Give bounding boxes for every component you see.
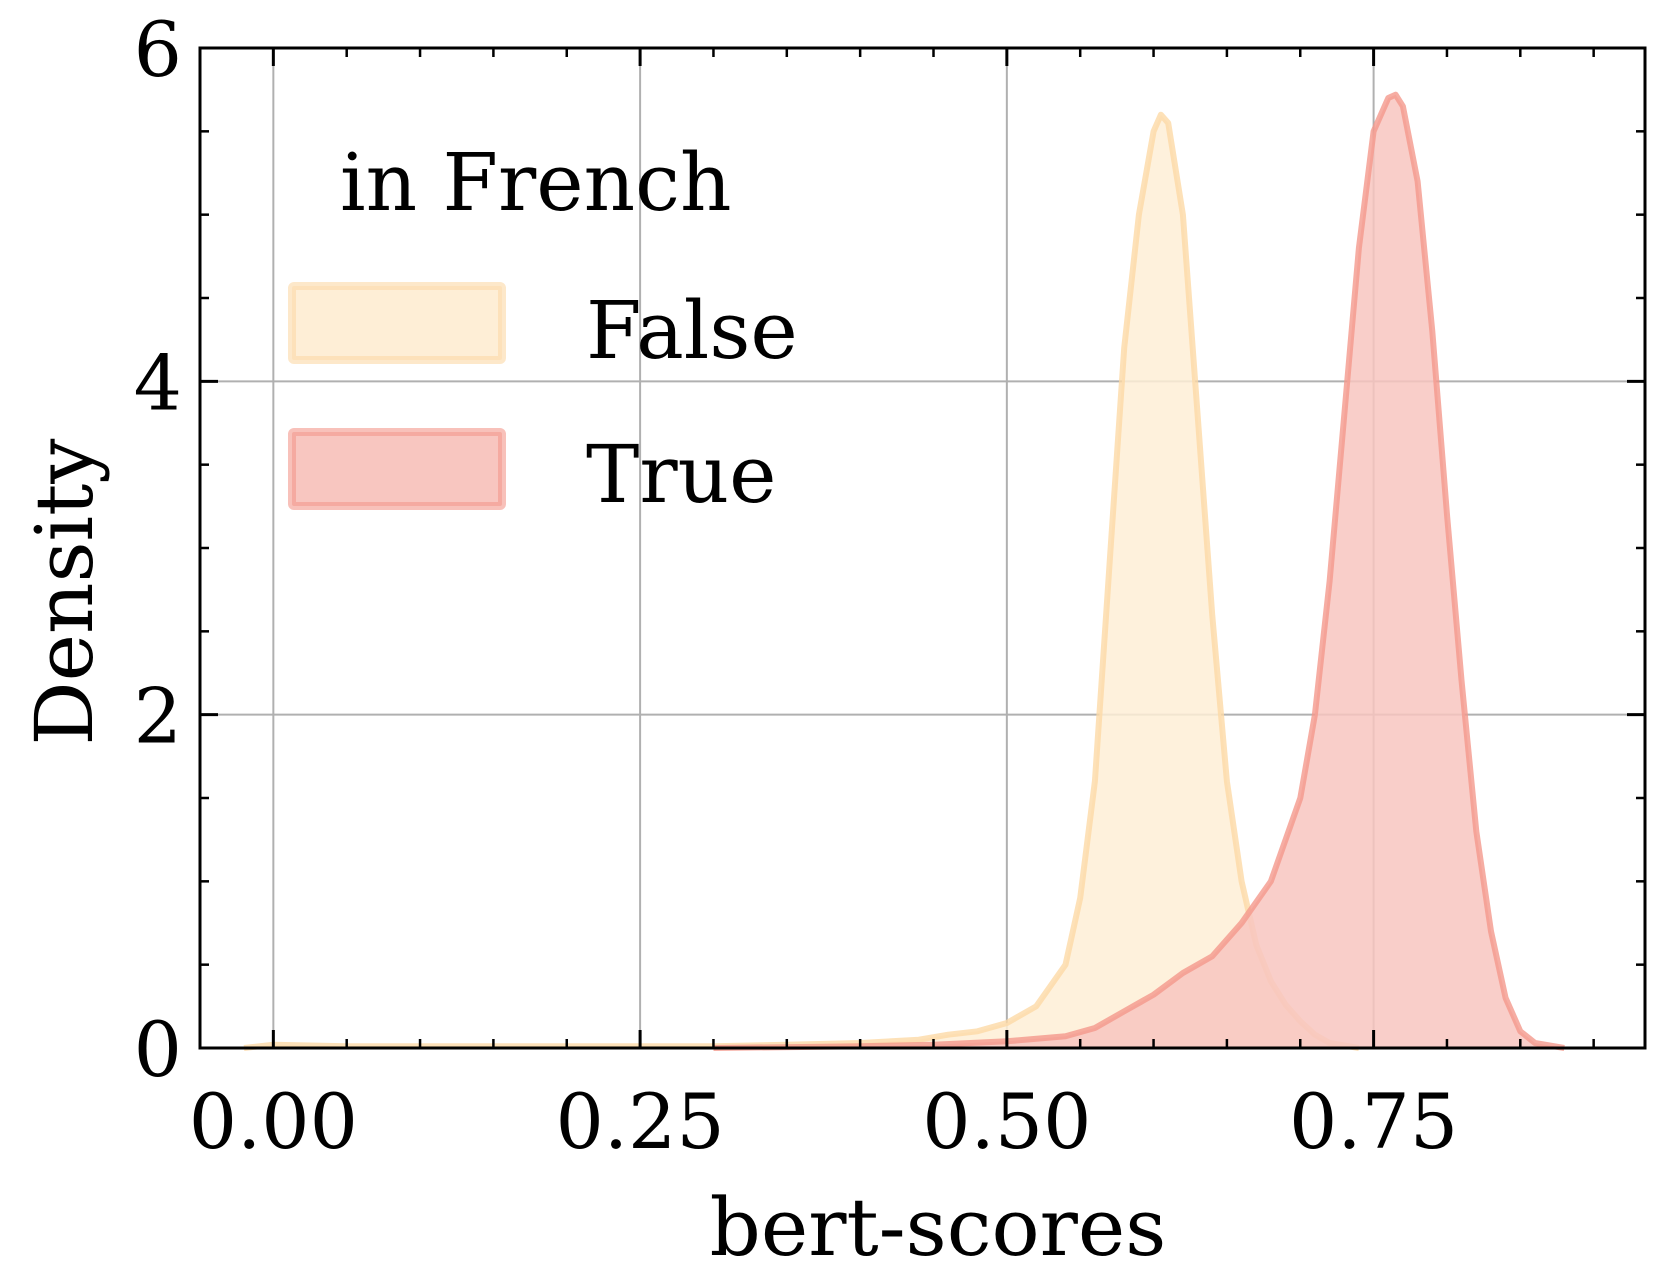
- x-tick-label-2: 0.50: [922, 1077, 1091, 1166]
- y-axis-label: Density: [18, 439, 111, 746]
- y-tick-label-3: 6: [134, 5, 182, 94]
- y-tick-label-0: 0: [134, 1005, 182, 1094]
- legend-swatch-true: [288, 428, 506, 510]
- legend-title: in French: [340, 136, 731, 229]
- x-axis-label: bert-scores: [710, 1181, 1167, 1274]
- y-tick-label-2: 4: [134, 338, 182, 427]
- series-layer: [243, 91, 1565, 1051]
- y-tick-label-1: 2: [134, 672, 182, 761]
- series-line-true: [713, 91, 1565, 1051]
- ticks: 0.00 0.25 0.50 0.75 0 2 4 6: [134, 5, 1645, 1166]
- legend: in French False True: [288, 136, 798, 521]
- x-tick-label-1: 0.25: [555, 1077, 724, 1166]
- legend-label-true: True: [586, 428, 776, 521]
- legend-swatch-false: [288, 282, 506, 364]
- legend-label-false: False: [586, 284, 798, 377]
- x-tick-label-3: 0.75: [1289, 1077, 1458, 1166]
- series-area-false: [244, 114, 1359, 1048]
- x-tick-label-0: 0.00: [189, 1077, 358, 1166]
